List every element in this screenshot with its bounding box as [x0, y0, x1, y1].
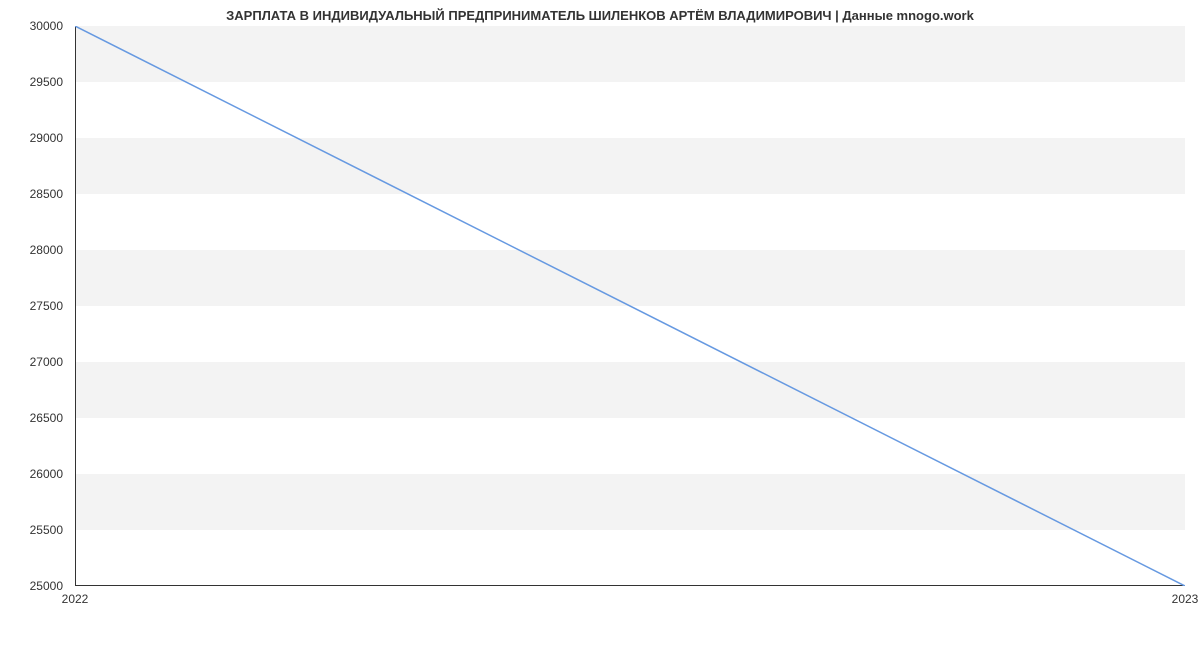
plot-area — [75, 26, 1185, 586]
y-tick-label: 29000 — [0, 131, 63, 145]
y-tick-label: 27500 — [0, 299, 63, 313]
y-tick-label: 30000 — [0, 19, 63, 33]
y-tick-label: 25000 — [0, 579, 63, 593]
series-line-salary — [75, 26, 1185, 586]
y-tick-label: 28500 — [0, 187, 63, 201]
chart-title: ЗАРПЛАТА В ИНДИВИДУАЛЬНЫЙ ПРЕДПРИНИМАТЕЛ… — [0, 8, 1200, 23]
salary-chart: ЗАРПЛАТА В ИНДИВИДУАЛЬНЫЙ ПРЕДПРИНИМАТЕЛ… — [0, 0, 1200, 650]
y-tick-label: 27000 — [0, 355, 63, 369]
x-tick-label: 2023 — [1155, 592, 1200, 606]
series-layer — [75, 26, 1185, 586]
y-tick-label: 29500 — [0, 75, 63, 89]
y-tick-label: 25500 — [0, 523, 63, 537]
y-tick-label: 28000 — [0, 243, 63, 257]
x-tick-label: 2022 — [45, 592, 105, 606]
y-tick-label: 26500 — [0, 411, 63, 425]
y-tick-label: 26000 — [0, 467, 63, 481]
